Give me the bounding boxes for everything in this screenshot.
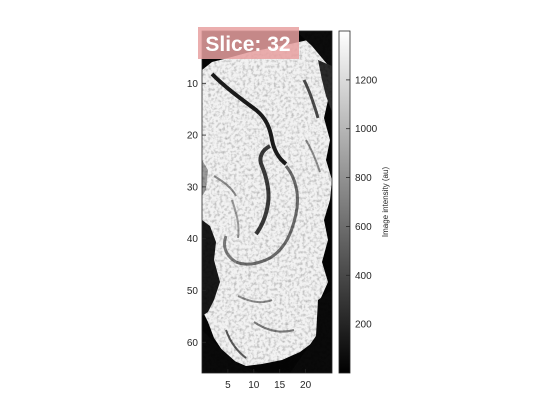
y-tick-label: 30 bbox=[187, 182, 199, 193]
y-tick-label: 20 bbox=[187, 131, 199, 142]
colorbar-tick-label: 800 bbox=[355, 173, 372, 184]
slice-badge: Slice: 32 bbox=[198, 27, 299, 59]
image-x-axis: 5 10 15 20 bbox=[225, 369, 312, 391]
x-tick-label: 10 bbox=[248, 380, 260, 391]
colorbar: 200 400 600 800 1000 1200 Image intensit… bbox=[338, 30, 390, 374]
y-tick-label: 50 bbox=[187, 286, 199, 297]
colorbar-ticks: 200 400 600 800 1000 1200 bbox=[346, 75, 378, 331]
colorbar-label: Image intensity (au) bbox=[381, 167, 390, 238]
y-tick-label: 40 bbox=[187, 234, 199, 245]
image-y-axis: 10 20 30 40 50 60 bbox=[187, 79, 206, 349]
colorbar-tick-label: 400 bbox=[355, 271, 372, 282]
y-tick-label: 10 bbox=[187, 79, 199, 90]
colorbar-gradient bbox=[338, 30, 351, 374]
colorbar-tick-label: 1200 bbox=[355, 75, 378, 86]
image-axes: 10 20 30 40 50 60 5 10 15 20 Slice: 32 bbox=[187, 27, 333, 391]
y-tick-label: 60 bbox=[187, 338, 199, 349]
x-tick-label: 5 bbox=[225, 380, 231, 391]
colorbar-tick-label: 1000 bbox=[355, 124, 378, 135]
x-tick-label: 15 bbox=[274, 380, 286, 391]
x-tick-label: 20 bbox=[300, 380, 312, 391]
colorbar-tick-label: 200 bbox=[355, 320, 372, 331]
mri-slice-image bbox=[202, 31, 332, 373]
colorbar-tick-label: 600 bbox=[355, 222, 372, 233]
slice-label: Slice: 32 bbox=[205, 33, 290, 56]
